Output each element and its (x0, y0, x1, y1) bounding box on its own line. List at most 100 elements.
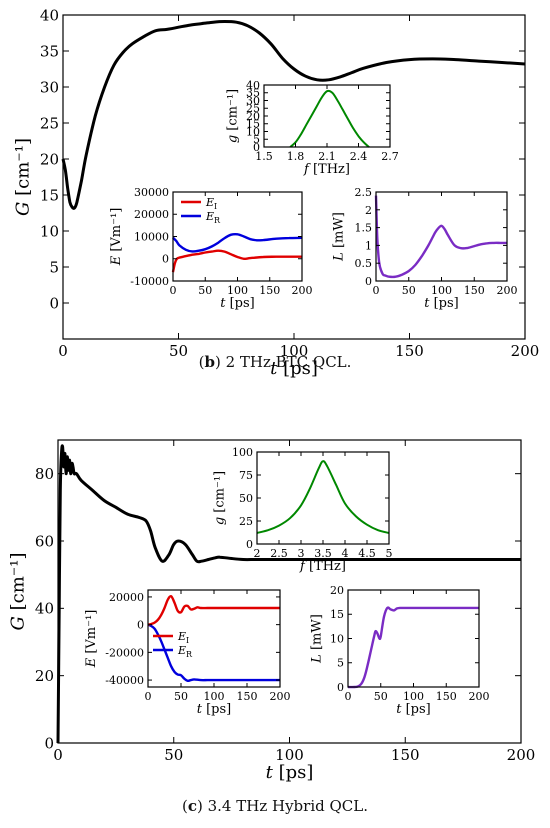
y-tick-label: 20 (246, 110, 260, 123)
x-tick-label: 100 (275, 746, 304, 764)
y-tick-label: 80 (35, 465, 54, 483)
y-tick-label: 1 (365, 239, 372, 252)
y-tick-label: 0 (337, 681, 344, 694)
y-axis-title: g [cm⁻¹] (212, 471, 227, 525)
y-tick-label: 5 (337, 657, 344, 670)
y-tick-label: 0 (253, 141, 260, 154)
x-tick-label: 0 (145, 690, 152, 703)
y-tick-label: 100 (232, 446, 253, 459)
x-tick-label: 2.1 (318, 150, 336, 163)
x-tick-label: 100 (403, 690, 424, 703)
plot-background (257, 452, 389, 544)
caption-b: (b) 2 THz BTC QCL. (198, 353, 352, 371)
x-tick-label: 50 (164, 746, 183, 764)
series-line-0 (56, 444, 521, 744)
y-axis-title: G [cm⁻¹] (8, 552, 29, 630)
y-axis-title: L [mW] (310, 614, 325, 664)
x-tick-label: 50 (169, 342, 188, 360)
y-axis-title: L [mW] (331, 212, 346, 262)
series-line-0 (256, 460, 390, 534)
y-tick-label: -10000 (130, 275, 169, 288)
legend-label: ER (177, 644, 193, 659)
x-tick-label: 50 (374, 690, 388, 703)
plot-background (173, 192, 302, 281)
series-line-0 (171, 249, 302, 273)
x-tick-label: 50 (402, 284, 416, 297)
y-tick-label: 15 (330, 608, 344, 621)
series-line-1 (172, 232, 303, 253)
y-tick-label: 20 (40, 150, 59, 168)
x-tick-label: 0 (53, 746, 63, 764)
x-tick-label: 200 (507, 746, 536, 764)
x-tick-label: 2 (254, 547, 261, 560)
x-tick-label: 200 (469, 690, 490, 703)
x-tick-label: 4 (342, 547, 349, 560)
y-tick-label: 2 (365, 204, 372, 217)
x-axis-title: f [THz] (303, 162, 350, 177)
x-tick-label: 1.8 (287, 150, 305, 163)
y-tick-label: 5 (49, 258, 59, 276)
y-tick-label: 30 (40, 78, 59, 96)
y-tick-label: 0 (44, 734, 54, 752)
x-tick-label: 50 (198, 284, 212, 297)
y-tick-label: 35 (246, 87, 260, 100)
x-tick-label: 150 (395, 342, 424, 360)
legend-label: EI (177, 630, 189, 645)
y-tick-label: -40000 (105, 674, 144, 687)
series-line-0 (61, 20, 526, 210)
y-tick-label: 10 (330, 632, 344, 645)
y-tick-label: 20 (35, 667, 54, 685)
x-tick-label: 100 (227, 284, 248, 297)
y-tick-label: 25 (239, 515, 253, 528)
x-tick-label: 100 (431, 284, 452, 297)
plot-background (264, 85, 390, 147)
x-tick-label: 150 (436, 690, 457, 703)
y-tick-label: 40 (40, 6, 59, 24)
y-tick-label: 5 (253, 133, 260, 146)
y-tick-label: 25 (246, 102, 260, 115)
series-line-0 (347, 606, 479, 689)
y-tick-label: 20 (330, 584, 344, 597)
plot-background (148, 590, 280, 687)
y-tick-label: 60 (35, 532, 54, 550)
x-tick-label: 50 (174, 690, 188, 703)
caption-c: (c) 3.4 THz Hybrid QCL. (181, 797, 368, 815)
legend-label: EI (205, 196, 217, 211)
x-axis-title: t [ps] (197, 702, 232, 717)
x-tick-label: 0 (345, 690, 352, 703)
y-tick-label: 40 (35, 600, 54, 618)
y-tick-label: 10 (246, 125, 260, 138)
x-tick-label: 150 (464, 284, 485, 297)
x-tick-label: 1.5 (255, 150, 273, 163)
y-tick-label: 20000 (134, 208, 169, 221)
x-tick-label: 3 (298, 547, 305, 560)
y-tick-label: 25 (40, 114, 59, 132)
x-tick-label: 2.4 (350, 150, 368, 163)
y-axis-title: g [cm⁻¹] (226, 89, 241, 143)
x-tick-label: 100 (280, 342, 309, 360)
y-tick-label: 10000 (134, 230, 169, 243)
y-tick-label: 0 (365, 275, 372, 288)
x-tick-label: 150 (237, 690, 258, 703)
y-tick-label: 15 (40, 186, 59, 204)
x-tick-label: 4.5 (358, 547, 376, 560)
x-tick-label: 200 (497, 284, 518, 297)
chart-c-inset-E: 0 50 100 150 200 -40000 -20000 0 20000 t [ps] E [V… (84, 589, 291, 717)
y-tick-label: 35 (40, 42, 59, 60)
y-tick-label: 1.5 (355, 222, 373, 235)
x-axis-title: t [ps] (396, 702, 431, 717)
y-tick-label: 75 (239, 469, 253, 482)
y-tick-label: 50 (239, 492, 253, 505)
series-line-0 (289, 89, 370, 148)
x-axis-title: f [THz] (299, 559, 346, 574)
chart-b-inset-L: 0 50 100 150 200 0 0.5 1 1.5 2 2.5 t [ps] L [mW] (331, 186, 517, 311)
y-tick-label: -20000 (105, 646, 144, 659)
x-axis-title: t [ps] (270, 358, 318, 379)
y-tick-label: 30000 (134, 186, 169, 199)
chart-c-inset-L: 0 50 100 150 200 0 5 10 15 20 t [ps] L [mW] (310, 584, 490, 717)
series-line-1 (147, 594, 280, 626)
y-tick-label: 30 (246, 94, 260, 107)
